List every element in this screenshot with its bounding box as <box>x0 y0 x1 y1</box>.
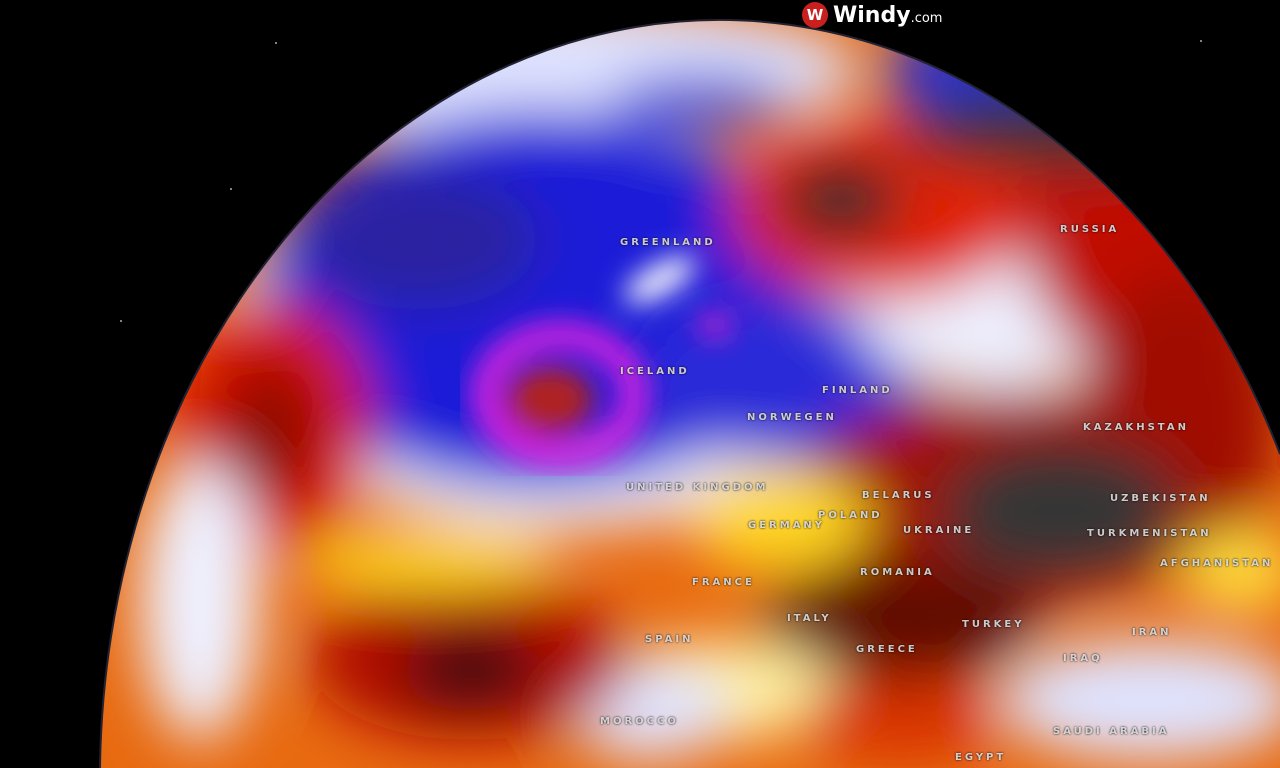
label-norway: NORWEGEN <box>747 412 837 423</box>
label-iran: IRAN <box>1132 627 1172 638</box>
star <box>1200 40 1202 42</box>
brand-name: Windy <box>833 2 911 28</box>
windy-logo-icon: W <box>802 2 828 28</box>
label-spain: SPAIN <box>645 634 694 645</box>
label-france: FRANCE <box>692 577 755 588</box>
label-turkey: TURKEY <box>962 619 1025 630</box>
label-iraq: IRAQ <box>1063 653 1103 664</box>
label-afghanistan: AFGHANISTAN <box>1160 558 1274 569</box>
star <box>230 188 232 190</box>
star <box>275 42 277 44</box>
label-iceland: ICELAND <box>620 366 690 377</box>
star <box>120 320 122 322</box>
label-turkmenistan: TURKMENISTAN <box>1087 528 1212 539</box>
label-uk: UNITED KINGDOM <box>626 482 769 493</box>
label-poland: POLAND <box>818 510 883 521</box>
label-germany: GERMANY <box>748 520 826 531</box>
label-morocco: MOROCCO <box>600 716 679 727</box>
brand-suffix: .com <box>910 10 943 26</box>
label-italy: ITALY <box>787 613 832 624</box>
label-romania: ROMANIA <box>860 567 935 578</box>
label-egypt: EGYPT <box>955 752 1007 763</box>
label-greenland: GREENLAND <box>620 237 716 248</box>
label-kazakhstan: KAZAKHSTAN <box>1083 422 1189 433</box>
windy-logo[interactable]: W Windy.com <box>802 2 942 28</box>
label-uzbekistan: UZBEKISTAN <box>1110 493 1211 504</box>
label-greece: GREECE <box>856 644 918 655</box>
label-belarus: BELARUS <box>862 490 935 501</box>
label-finland: FINLAND <box>822 385 893 396</box>
label-saudi-arabia: SAUDI ARABIA <box>1053 726 1170 737</box>
label-ukraine: UKRAINE <box>903 525 975 536</box>
label-russia: RUSSIA <box>1060 224 1120 235</box>
